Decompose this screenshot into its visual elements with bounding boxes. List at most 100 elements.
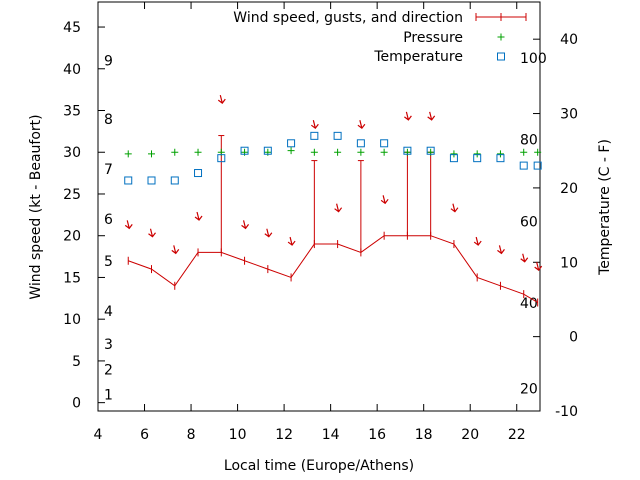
y2-tick-label: 10 xyxy=(560,255,578,271)
direction-arrow xyxy=(534,261,543,271)
direction-arrow xyxy=(380,195,389,205)
data-layer xyxy=(124,95,543,307)
beaufort-label: 9 xyxy=(104,53,113,69)
temperature-point xyxy=(533,161,542,170)
temperature-point xyxy=(194,169,203,178)
x-tick-label: 16 xyxy=(368,427,386,443)
legend-label-pressure: Pressure xyxy=(403,30,463,46)
temperature-point xyxy=(333,131,342,140)
y2-tick-label: 0 xyxy=(569,330,578,346)
temperature-point xyxy=(217,154,226,163)
y2-tick-label: -10 xyxy=(555,404,578,420)
direction-arrow xyxy=(171,245,180,255)
temperature-point xyxy=(240,146,249,155)
direction-arrow xyxy=(287,236,296,246)
legend-symbol-temperature xyxy=(497,52,505,61)
temperature-point xyxy=(473,154,482,163)
fahrenheit-label: 60 xyxy=(520,214,538,230)
y-tick-label: 40 xyxy=(63,62,81,78)
pressure-point xyxy=(534,148,542,156)
direction-arrow xyxy=(520,253,529,263)
pressure-point xyxy=(310,148,318,156)
temperature-point xyxy=(124,176,133,185)
beaufort-label: 1 xyxy=(104,387,113,403)
temperature-point xyxy=(356,139,365,148)
temperature-point xyxy=(287,139,296,148)
legend-symbol-pressure xyxy=(497,33,505,41)
legend-label-temperature: Temperature xyxy=(373,49,463,65)
y2-tick-label: 20 xyxy=(560,181,578,197)
temperature-point xyxy=(449,154,458,163)
direction-arrow xyxy=(357,120,366,130)
pressure-point xyxy=(357,148,365,156)
axes-layer: 4 6 8 10 12 14 16 18 20 22051015202530354045-1001… xyxy=(63,1,578,443)
direction-arrow xyxy=(497,245,505,255)
y-tick-label: 30 xyxy=(63,145,81,161)
direction-arrow xyxy=(217,95,226,105)
y-tick-label: 25 xyxy=(63,187,81,203)
beaufort-label: 2 xyxy=(104,362,113,378)
beaufort-label: 6 xyxy=(104,212,113,228)
wind-speed-line xyxy=(128,235,538,303)
direction-arrow xyxy=(427,111,436,121)
x-tick-label: 10 xyxy=(229,427,247,443)
pressure-point xyxy=(194,148,202,156)
direction-arrow xyxy=(124,220,133,230)
direction-arrow xyxy=(264,228,273,238)
beaufort-label: 8 xyxy=(104,112,113,128)
temperature-point xyxy=(380,139,389,148)
direction-arrow xyxy=(334,203,343,213)
beaufort-label: 5 xyxy=(104,254,113,270)
y-tick-label: 20 xyxy=(63,229,81,245)
pressure-point xyxy=(334,148,342,156)
direction-arrow xyxy=(310,120,319,130)
pressure-point xyxy=(287,147,295,155)
y-tick-label: 45 xyxy=(63,20,81,36)
fahrenheit-label: 20 xyxy=(520,382,538,398)
y2-axis-title: Temperature (C - F) xyxy=(597,139,613,276)
direction-arrow xyxy=(473,236,482,246)
temperature-point xyxy=(403,146,412,155)
x-tick-label: 18 xyxy=(415,427,433,443)
x-tick-label: 20 xyxy=(461,427,479,443)
fahrenheit-label: 40 xyxy=(520,296,538,312)
pressure-point xyxy=(496,150,504,158)
temperature-point xyxy=(310,131,319,140)
pressure-point xyxy=(380,148,388,156)
direction-arrow xyxy=(241,220,250,230)
temperature-point xyxy=(426,146,435,155)
pressure-point xyxy=(473,150,481,158)
direction-arrow xyxy=(404,111,412,121)
y-tick-label: 10 xyxy=(63,312,81,328)
temperature-point xyxy=(170,176,179,185)
fahrenheit-label: 100 xyxy=(520,51,547,67)
y2-tick-label: 30 xyxy=(560,107,578,123)
y-tick-label: 0 xyxy=(72,396,81,412)
direction-arrow xyxy=(450,203,459,213)
pressure-point xyxy=(520,148,528,156)
temperature-point xyxy=(519,161,528,170)
temperature-point xyxy=(263,146,272,155)
x-tick-label: 6 xyxy=(140,427,149,443)
legend-label-wind: Wind speed, gusts, and direction xyxy=(233,10,463,26)
beaufort-label: 4 xyxy=(104,304,113,320)
y-tick-label: 35 xyxy=(63,104,81,120)
pressure-point xyxy=(148,150,156,158)
temperature-point xyxy=(147,176,156,185)
pressure-point xyxy=(171,148,179,156)
x-tick-label: 22 xyxy=(508,427,526,443)
plot-frame xyxy=(97,1,541,412)
x-tick-label: 8 xyxy=(187,427,196,443)
temperature-point xyxy=(496,154,505,163)
y2-tick-label: 40 xyxy=(560,32,578,48)
x-tick-label: 12 xyxy=(275,427,293,443)
direction-arrow xyxy=(194,211,203,221)
y-tick-label: 5 xyxy=(72,354,81,370)
x-axis-title: Local time (Europe/Athens) xyxy=(224,458,414,474)
y-tick-label: 15 xyxy=(63,270,81,286)
x-tick-label: 4 xyxy=(94,427,103,443)
pressure-point xyxy=(450,150,458,158)
direction-arrow xyxy=(148,228,156,238)
